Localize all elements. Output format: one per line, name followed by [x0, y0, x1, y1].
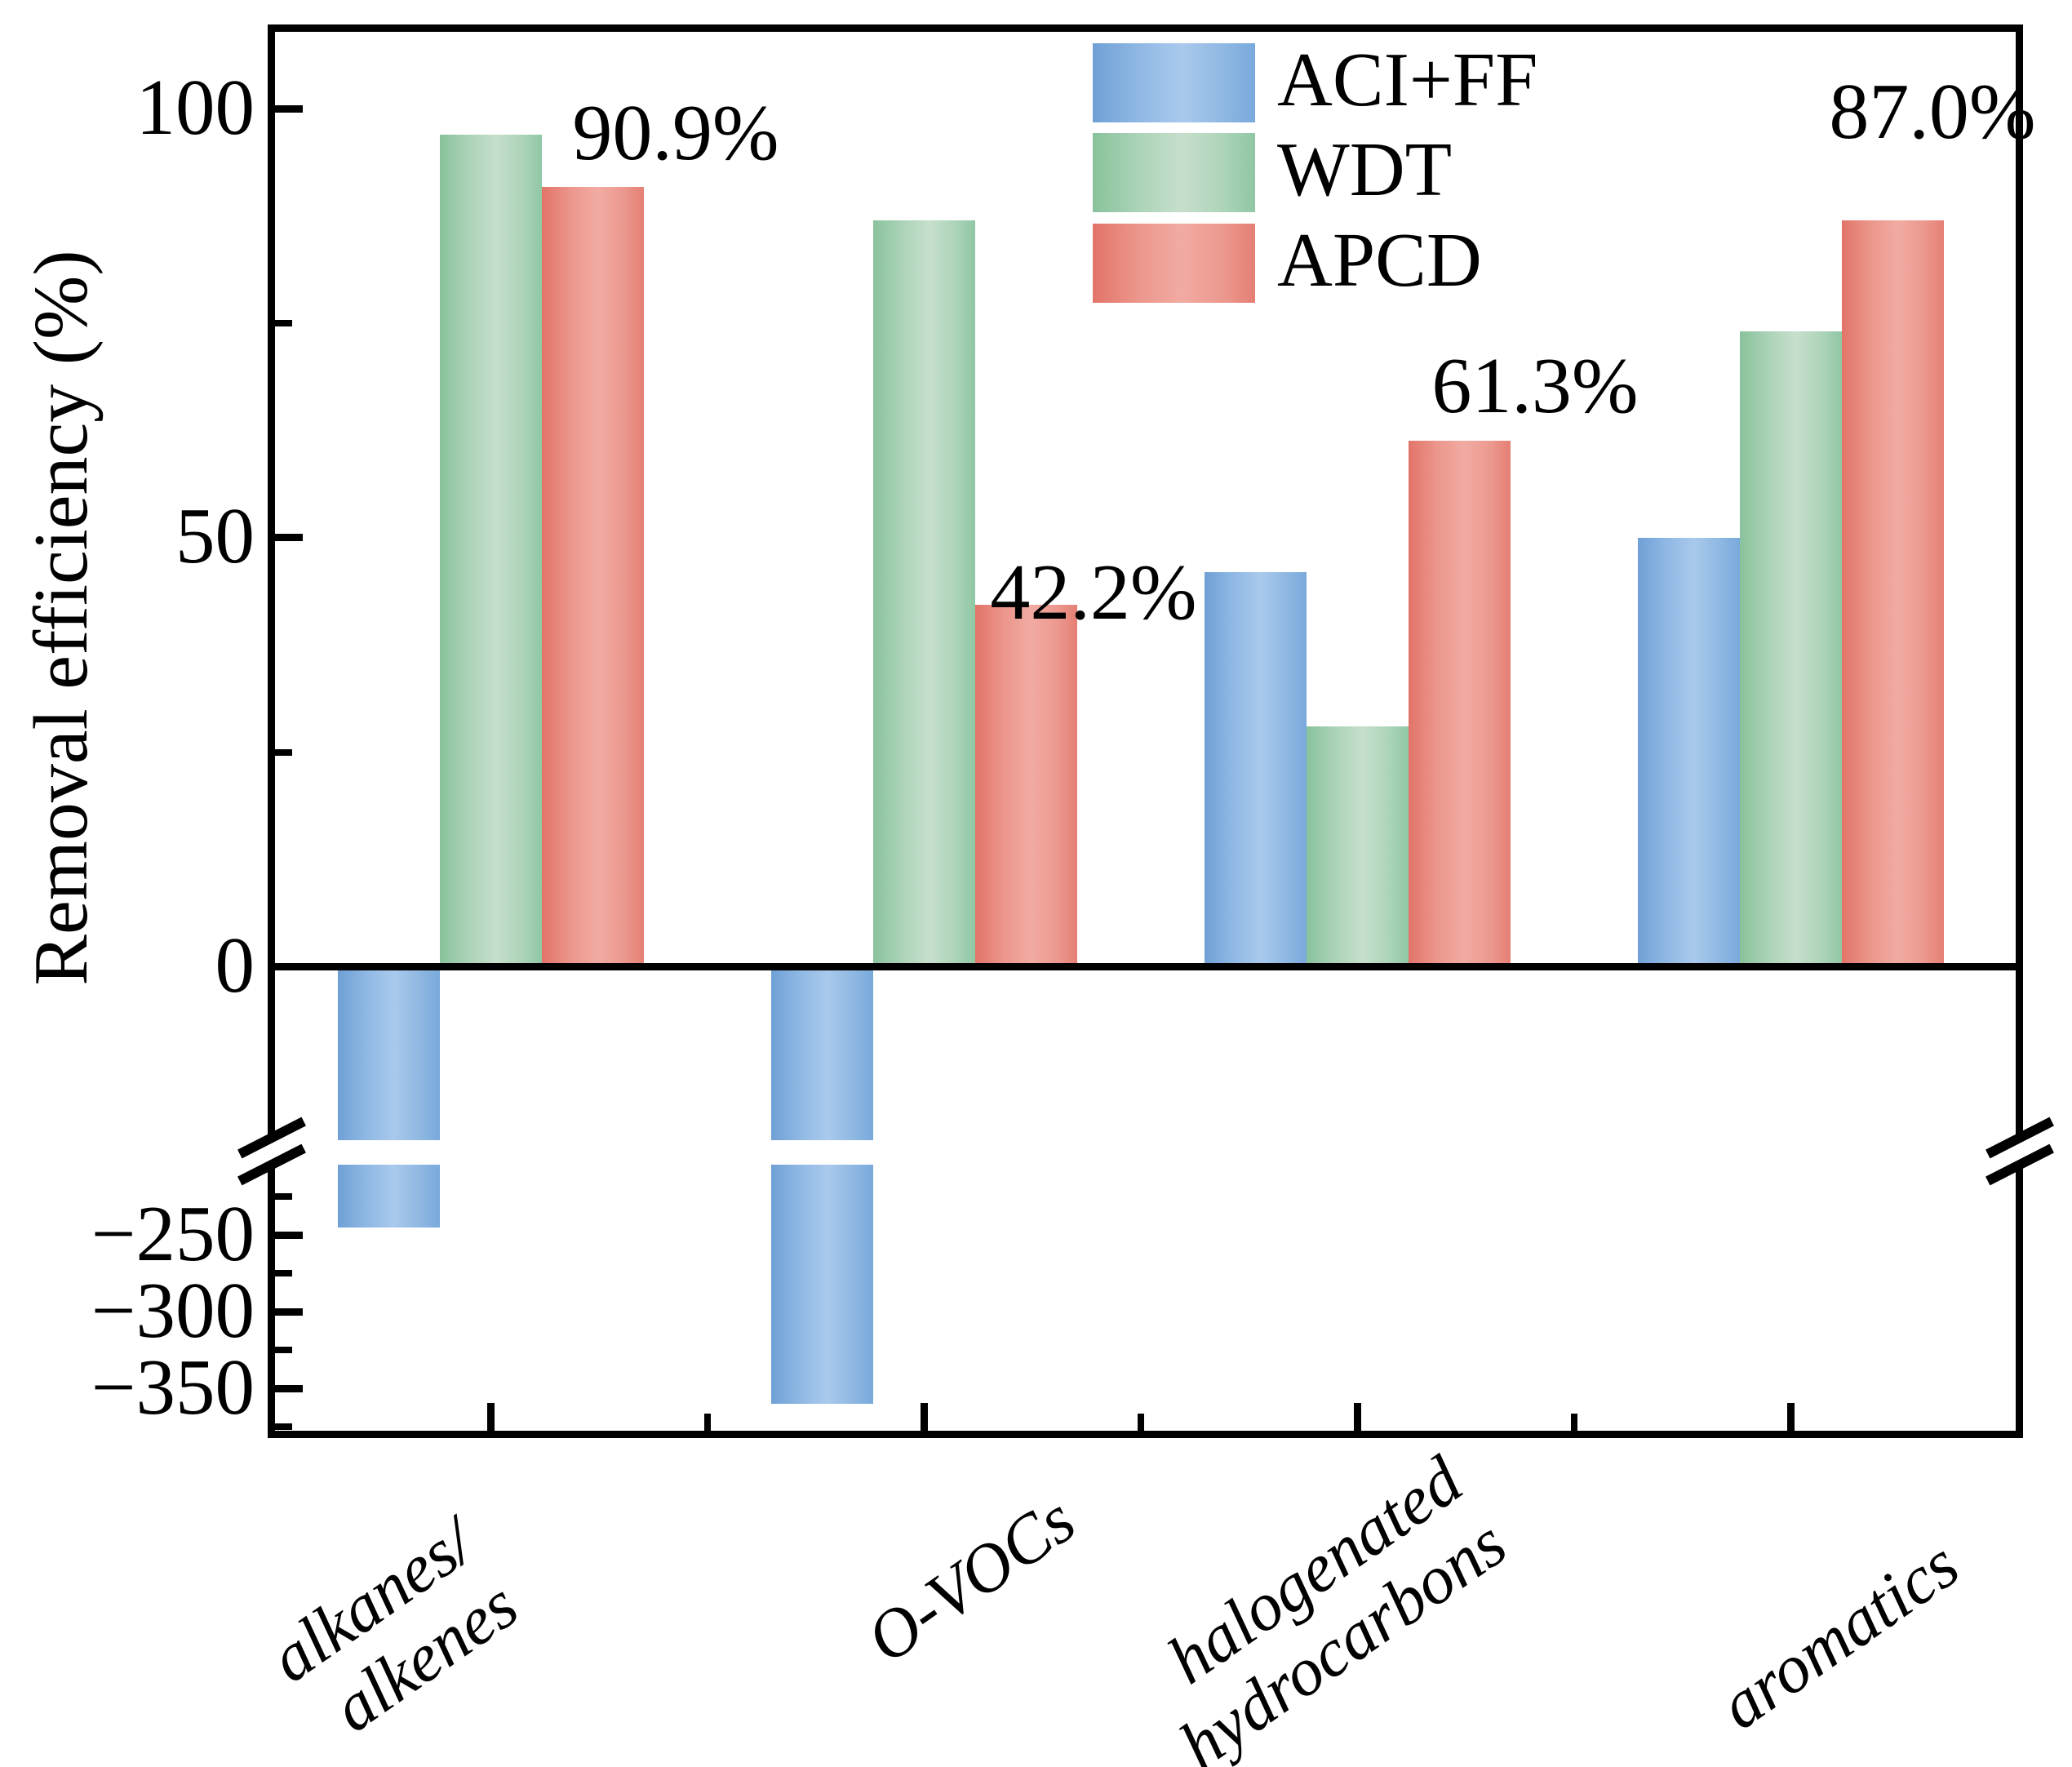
y-tick-label: 100 [135, 63, 255, 151]
bar-ACI+FF-0-upper [337, 970, 440, 1140]
legend-label-aciff: ACI+FF [1277, 37, 1538, 122]
legend-swatch-wdt [1093, 133, 1255, 212]
right-spine-upper [2016, 24, 2023, 1136]
bar-WDT-2 [1306, 726, 1409, 963]
bar-ACI+FF-1-upper [770, 970, 873, 1140]
x-category-label: halogenated hydrocarbons [1154, 1442, 1520, 1767]
y-tick-label: −300 [91, 1266, 255, 1354]
x-major-tick [920, 1403, 928, 1431]
y-major-tick [275, 1384, 303, 1392]
y-minor-tick [275, 1423, 292, 1430]
x-category-label: alkanes/alkenes [256, 1503, 531, 1747]
x-category-label: O-VOCs [853, 1481, 1089, 1678]
bar-APCD-0 [541, 186, 644, 963]
top-spine [268, 24, 2023, 32]
y-minor-tick [275, 1193, 292, 1200]
legend-swatch-aciff [1093, 43, 1255, 122]
y-major-tick [275, 1231, 303, 1239]
value-label: 90.9% [572, 89, 779, 177]
bar-APCD-3 [1841, 220, 1944, 963]
bar-ACI+FF-0-lower [337, 1165, 440, 1228]
y-minor-tick [275, 1347, 292, 1353]
y-axis-title: Removal efficiency (%) [19, 250, 104, 986]
right-spine-lower [2016, 1167, 2023, 1438]
bottom-spine [268, 1431, 2023, 1438]
value-label: 87.0% [1829, 68, 2036, 156]
left-spine-upper [268, 24, 275, 1136]
value-label: 42.2% [990, 548, 1197, 637]
y-major-tick [275, 104, 303, 113]
bar-WDT-0 [439, 134, 542, 963]
y-minor-tick [275, 319, 292, 326]
bar-ACI+FF-3 [1637, 537, 1740, 963]
y-minor-tick [275, 748, 292, 756]
y-tick-label: 50 [175, 492, 255, 580]
x-major-tick [1353, 1403, 1361, 1431]
bar-APCD-1 [974, 604, 1077, 963]
x-minor-tick [1138, 1414, 1144, 1431]
bar-ACI+FF-1-lower [770, 1165, 873, 1404]
zero-line [271, 963, 2020, 970]
x-major-tick [486, 1403, 495, 1431]
x-major-tick [1786, 1403, 1795, 1431]
y-tick-label: −250 [91, 1189, 255, 1277]
y-tick-label: −350 [91, 1343, 255, 1431]
bar-APCD-2 [1408, 440, 1511, 963]
bar-ACI+FF-2 [1204, 571, 1307, 963]
y-tick-label: 0 [215, 921, 255, 1010]
left-spine-lower [268, 1167, 275, 1438]
value-label: 61.3% [1431, 342, 1639, 430]
bar-WDT-3 [1739, 331, 1842, 963]
x-minor-tick [1571, 1414, 1577, 1431]
y-major-tick [275, 1307, 303, 1316]
legend-swatch-apcd [1093, 224, 1255, 303]
legend-label-wdt: WDT [1277, 127, 1453, 212]
legend-label-apcd: APCD [1277, 217, 1482, 303]
x-category-label: aromatics [1706, 1525, 1972, 1745]
bar-WDT-1 [872, 220, 975, 963]
y-major-tick [275, 534, 303, 542]
x-minor-tick [704, 1414, 711, 1431]
y-minor-tick [275, 1270, 292, 1276]
y-major-tick [275, 963, 303, 970]
